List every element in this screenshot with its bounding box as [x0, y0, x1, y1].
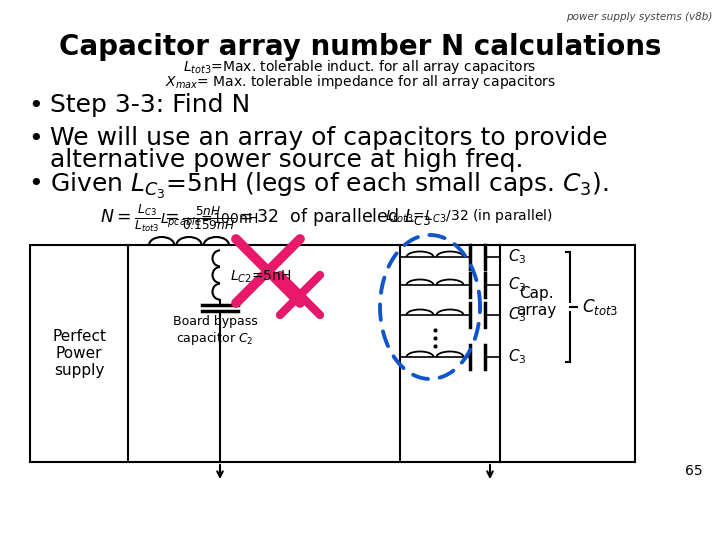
- Text: Given $L_{C_3}$=5nH (legs of each small caps. $C_3$).: Given $L_{C_3}$=5nH (legs of each small …: [50, 171, 608, 201]
- Text: 65: 65: [685, 464, 703, 478]
- Text: $N = \frac{L_{C3}}{L_{tot3}} = \frac{5nH}{0.159nH} = 32$  of paralleled $L_{C3}$: $N = \frac{L_{C3}}{L_{tot3}} = \frac{5nH…: [100, 202, 431, 234]
- Text: •: •: [28, 127, 42, 151]
- Text: $X_{max}$= Max. tolerable impedance for all array capacitors: $X_{max}$= Max. tolerable impedance for …: [165, 73, 555, 91]
- Text: Capacitor array number N calculations: Capacitor array number N calculations: [59, 33, 661, 61]
- Text: $L_{C2}$=5nH: $L_{C2}$=5nH: [230, 269, 292, 285]
- Text: $L_{tot3}$=Max. tolerable induct. for all array capacitors: $L_{tot3}$=Max. tolerable induct. for al…: [184, 58, 536, 76]
- Text: power supply systems (v8b): power supply systems (v8b): [566, 12, 712, 22]
- Text: •: •: [28, 172, 42, 196]
- Text: $C_3$: $C_3$: [508, 348, 526, 366]
- Text: Board bypass
capacitor $C_2$: Board bypass capacitor $C_2$: [173, 315, 257, 347]
- Text: $C_{tot3}$: $C_{tot3}$: [582, 297, 618, 317]
- Text: $L_{pcable}$=100nH: $L_{pcable}$=100nH: [160, 212, 258, 230]
- Text: alternative power source at high freq.: alternative power source at high freq.: [50, 148, 523, 172]
- Text: •: •: [28, 94, 42, 118]
- Text: $L_{tot3}$=$L_{C3}$/32 (in parallel): $L_{tot3}$=$L_{C3}$/32 (in parallel): [385, 207, 553, 225]
- Text: Step 3-3: Find N: Step 3-3: Find N: [50, 93, 251, 117]
- Bar: [30, 245, 128, 462]
- Text: Perfect
Power
supply: Perfect Power supply: [52, 329, 106, 379]
- Text: Cap.
array: Cap. array: [516, 286, 556, 318]
- Text: $C_3$: $C_3$: [508, 275, 526, 294]
- Text: We will use an array of capacitors to provide: We will use an array of capacitors to pr…: [50, 126, 608, 150]
- Text: $C_3$: $C_3$: [508, 306, 526, 325]
- Text: $C_3$: $C_3$: [508, 248, 526, 266]
